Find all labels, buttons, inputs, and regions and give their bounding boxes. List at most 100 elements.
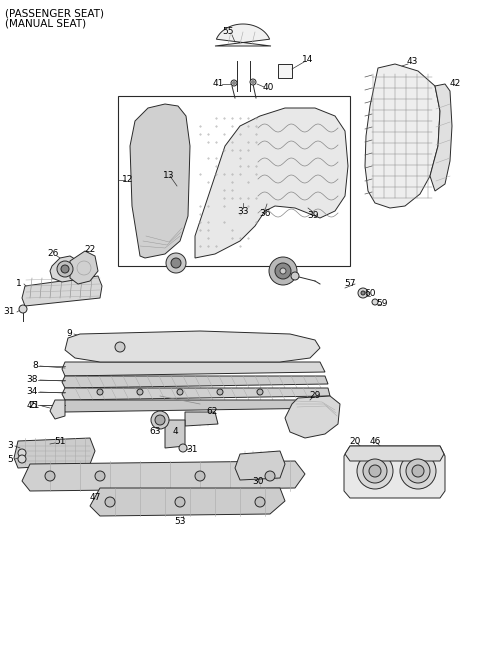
- Text: 47: 47: [89, 493, 101, 502]
- Circle shape: [265, 471, 275, 481]
- Polygon shape: [278, 64, 292, 78]
- Text: 36: 36: [259, 209, 271, 218]
- Circle shape: [412, 465, 424, 477]
- Circle shape: [231, 80, 237, 86]
- Polygon shape: [235, 451, 285, 480]
- Circle shape: [151, 411, 169, 429]
- Circle shape: [406, 459, 430, 483]
- Circle shape: [57, 261, 73, 277]
- Circle shape: [19, 305, 27, 313]
- Polygon shape: [50, 400, 65, 419]
- Polygon shape: [50, 256, 80, 282]
- Circle shape: [275, 263, 291, 279]
- Circle shape: [372, 299, 378, 305]
- Text: 20: 20: [349, 436, 360, 445]
- Circle shape: [369, 465, 381, 477]
- Circle shape: [363, 459, 387, 483]
- Circle shape: [177, 389, 183, 395]
- Text: 51: 51: [54, 436, 66, 445]
- Text: 21: 21: [29, 401, 40, 411]
- Circle shape: [166, 253, 186, 273]
- Circle shape: [357, 453, 393, 489]
- Circle shape: [61, 265, 69, 273]
- Polygon shape: [365, 64, 440, 208]
- Text: 43: 43: [406, 56, 418, 66]
- Polygon shape: [285, 396, 340, 438]
- Text: 41: 41: [212, 79, 224, 87]
- Polygon shape: [62, 376, 328, 388]
- Circle shape: [45, 471, 55, 481]
- Text: 55: 55: [222, 28, 234, 37]
- Polygon shape: [90, 488, 285, 516]
- Polygon shape: [62, 400, 332, 412]
- Text: 39: 39: [307, 211, 319, 220]
- Circle shape: [400, 453, 436, 489]
- Text: 5: 5: [7, 455, 13, 464]
- Polygon shape: [215, 24, 271, 46]
- Polygon shape: [345, 446, 444, 461]
- Circle shape: [269, 257, 297, 285]
- Polygon shape: [22, 276, 102, 306]
- Text: 3: 3: [7, 441, 13, 451]
- Text: 34: 34: [26, 388, 38, 396]
- Circle shape: [361, 291, 365, 295]
- Text: 33: 33: [237, 207, 249, 216]
- Text: (PASSENGER SEAT): (PASSENGER SEAT): [5, 8, 104, 18]
- Text: 40: 40: [262, 83, 274, 91]
- Polygon shape: [165, 420, 185, 448]
- Circle shape: [179, 444, 187, 452]
- Circle shape: [95, 471, 105, 481]
- Polygon shape: [344, 446, 445, 498]
- Polygon shape: [70, 251, 98, 284]
- Text: 53: 53: [174, 516, 186, 525]
- Circle shape: [217, 389, 223, 395]
- Text: 60: 60: [364, 289, 376, 298]
- Text: 30: 30: [252, 476, 264, 485]
- Circle shape: [257, 389, 263, 395]
- Circle shape: [232, 81, 236, 85]
- Circle shape: [175, 497, 185, 507]
- Text: 14: 14: [302, 56, 314, 64]
- Circle shape: [155, 415, 165, 425]
- Circle shape: [291, 272, 299, 280]
- Polygon shape: [65, 331, 320, 362]
- Circle shape: [97, 389, 103, 395]
- Circle shape: [280, 268, 286, 274]
- Text: 8: 8: [32, 361, 38, 371]
- Text: 31: 31: [3, 308, 15, 316]
- Text: 29: 29: [309, 392, 321, 401]
- Text: 42: 42: [449, 79, 461, 89]
- Text: 59: 59: [376, 298, 388, 308]
- Text: 46: 46: [369, 436, 381, 445]
- Polygon shape: [14, 438, 95, 468]
- Text: 63: 63: [149, 426, 161, 436]
- Text: 4: 4: [172, 426, 178, 436]
- Polygon shape: [130, 104, 190, 258]
- Polygon shape: [195, 108, 348, 258]
- Circle shape: [137, 389, 143, 395]
- Text: (MANUAL SEAT): (MANUAL SEAT): [5, 18, 86, 28]
- Text: 1: 1: [16, 279, 22, 289]
- Circle shape: [195, 471, 205, 481]
- Polygon shape: [185, 412, 218, 426]
- Circle shape: [18, 455, 26, 463]
- Text: 13: 13: [163, 171, 175, 180]
- Text: 62: 62: [206, 407, 218, 415]
- Polygon shape: [62, 362, 325, 376]
- Polygon shape: [62, 388, 330, 400]
- Text: 12: 12: [122, 176, 133, 184]
- Text: 22: 22: [84, 245, 96, 253]
- Text: 57: 57: [344, 279, 356, 287]
- Circle shape: [171, 258, 181, 268]
- Text: 9: 9: [66, 329, 72, 338]
- Circle shape: [358, 288, 368, 298]
- Circle shape: [255, 497, 265, 507]
- Text: 45: 45: [26, 401, 38, 409]
- Circle shape: [252, 81, 254, 83]
- Polygon shape: [430, 84, 452, 191]
- Text: 26: 26: [48, 249, 59, 258]
- Text: 31: 31: [186, 445, 198, 453]
- Circle shape: [18, 449, 26, 457]
- Circle shape: [250, 79, 256, 85]
- Circle shape: [105, 497, 115, 507]
